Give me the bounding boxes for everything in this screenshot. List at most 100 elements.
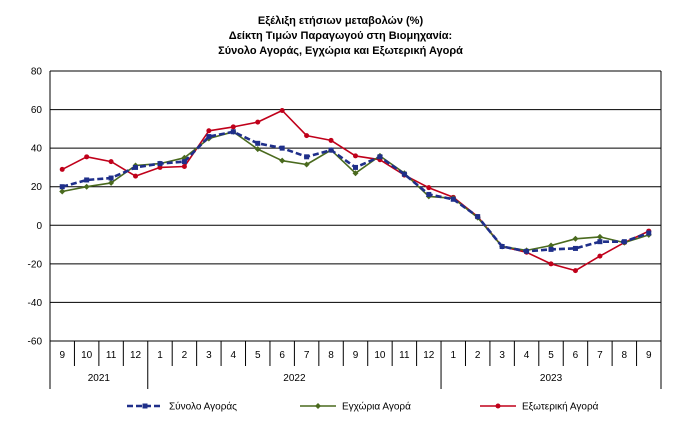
data-point: [303, 161, 310, 168]
data-point: [181, 163, 187, 169]
y-tick-label: 40: [31, 144, 43, 155]
data-point: [59, 166, 65, 172]
data-point: [133, 164, 139, 170]
x-tick-label: 2: [475, 350, 481, 361]
y-tick-label: -20: [28, 259, 43, 270]
x-tick-label: 6: [279, 350, 285, 361]
data-point: [426, 185, 432, 191]
data-point: [597, 253, 603, 259]
data-point: [279, 157, 286, 164]
chart-title: Εξέλιξη ετήσιων μεταβολών (%) Δείκτη Τιμ…: [218, 15, 463, 57]
series-line: [61, 109, 650, 272]
data-point: [499, 244, 505, 249]
chart-title-line-1: Εξέλιξη ετήσιων μεταβολών (%): [258, 15, 424, 27]
grid: [50, 70, 661, 342]
x-tick-label: 4: [231, 350, 237, 361]
data-point: [621, 239, 627, 245]
x-tick-label: 4: [524, 350, 530, 361]
x-tick-label: 5: [255, 350, 261, 361]
data-point: [646, 230, 652, 236]
data-point: [597, 239, 603, 245]
chart-title-line-2: Δείκτη Τιμών Παραγωγού στη Βιομηχανία:: [229, 30, 452, 42]
data-point: [206, 128, 212, 134]
data-point: [353, 164, 358, 170]
data-point: [230, 124, 236, 130]
x-tick-label: 12: [423, 350, 435, 361]
legend-item-0: Σύνολο Αγοράς: [127, 401, 237, 413]
data-point: [315, 403, 321, 409]
x-tick-label: 11: [399, 350, 410, 361]
x-tick-label: 8: [328, 350, 334, 361]
x-tick-label: 3: [499, 350, 505, 361]
data-point: [548, 261, 554, 267]
x-tick-label: 12: [130, 350, 142, 361]
y-tick-label: 60: [31, 105, 43, 116]
series-group: [59, 108, 652, 274]
data-point: [84, 154, 90, 160]
chart-title-line-3: Σύνολο Αγοράς, Εγχώρια και Εξωτερική Αγο…: [218, 45, 463, 57]
data-point: [328, 147, 334, 153]
x-tick-label: 9: [353, 350, 359, 361]
year-label: 2023: [540, 373, 563, 384]
data-point: [304, 154, 310, 160]
data-point: [108, 175, 114, 181]
series-line: [62, 131, 650, 252]
series-1: [59, 128, 652, 254]
legend-label: Σύνολο Αγοράς: [169, 401, 237, 413]
data-point: [254, 146, 261, 153]
data-point: [157, 164, 163, 170]
data-point: [572, 235, 579, 242]
data-point: [255, 140, 261, 146]
x-tick-label: 1: [450, 350, 456, 361]
data-point: [279, 108, 285, 114]
data-point: [572, 245, 578, 251]
series-line: [61, 130, 650, 253]
legend-item-2: Εξωτερική Αγορά: [480, 401, 599, 413]
data-point: [108, 159, 114, 165]
x-tick-label: 10: [374, 350, 386, 361]
data-point: [401, 171, 407, 177]
x-tick-label: 9: [646, 350, 652, 361]
legend: Σύνολο Αγοράς Εγχώρια Αγορά Εξωτερική Αγορ…: [127, 401, 599, 413]
data-point: [206, 134, 212, 140]
legend-label: Εξωτερική Αγορά: [522, 401, 599, 413]
x-tick-label: 8: [622, 350, 628, 361]
data-point: [548, 246, 554, 252]
data-point: [181, 159, 187, 165]
x-tick-label: 5: [548, 350, 554, 361]
data-point: [59, 184, 65, 190]
y-tick-label: 20: [31, 182, 43, 193]
axes: [49, 71, 662, 389]
x-tick-label: 1: [157, 350, 163, 361]
x-tick-label: 2: [182, 350, 188, 361]
data-point: [84, 177, 90, 183]
legend-label: Εγχώρια Αγορά: [342, 401, 411, 413]
year-label: 2021: [88, 373, 111, 384]
data-point: [353, 153, 358, 159]
data-point: [524, 248, 530, 254]
y-tick-label: 80: [31, 67, 43, 78]
x-tick-label: 11: [106, 350, 117, 361]
legend-item-1: Εγχώρια Αγορά: [300, 401, 411, 413]
data-point: [352, 170, 359, 177]
data-point: [450, 196, 456, 202]
y-tick-label: -60: [28, 337, 43, 348]
data-point: [59, 188, 66, 195]
data-point: [279, 145, 285, 151]
data-point: [426, 191, 432, 197]
x-tick-label: 9: [59, 350, 65, 361]
data-point: [142, 403, 148, 409]
data-point: [157, 161, 163, 167]
x-tick-label: 3: [206, 350, 212, 361]
data-point: [304, 133, 310, 139]
data-point: [255, 119, 261, 125]
year-label: 2022: [283, 373, 306, 384]
x-tick-label: 7: [304, 350, 310, 361]
data-point: [133, 173, 139, 179]
data-point: [83, 183, 90, 190]
data-point: [596, 233, 603, 240]
data-point: [475, 214, 481, 220]
data-point: [495, 403, 501, 409]
